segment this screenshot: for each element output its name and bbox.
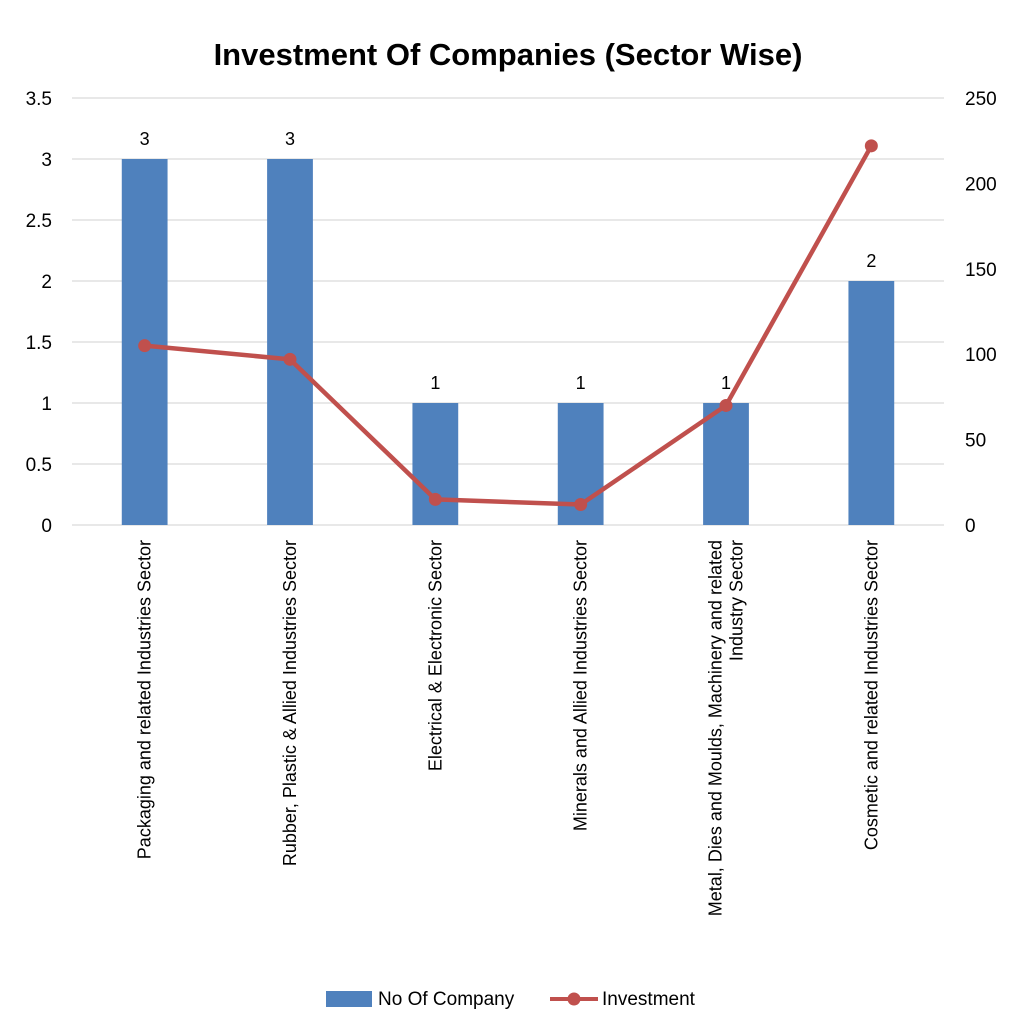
right-tick-label: 150 [965,260,997,281]
category-label-line: Metal, Dies and Moulds, Machinery and re… [706,540,726,916]
left-tick-label: 0.5 [26,455,52,476]
legend-label-investment: Investment [602,989,696,1010]
bar [412,403,459,525]
investment-point [428,492,442,506]
category-label: Rubber, Plastic & Allied Industries Sect… [280,540,300,866]
category-label: Metal, Dies and Moulds, Machinery and re… [706,540,747,916]
category-label: Cosmetic and related Industries Sector [861,540,881,850]
right-tick-label: 250 [965,89,997,110]
bar-data-label: 1 [430,373,440,393]
right-tick-label: 100 [965,345,997,366]
bar-data-label: 1 [721,373,731,393]
right-tick-label: 50 [965,431,986,452]
category-label-line: Minerals and Allied Industries Sector [571,540,591,831]
investment-point [864,139,878,153]
category-label-line: Industry Sector [727,540,747,661]
left-tick-label: 3.5 [26,89,52,110]
investment-line [144,144,874,507]
left-y-axis: 0 0.5 1 1.5 2 2.5 3 3.5 [26,89,52,537]
category-label-line: Packaging and related Industries Sector [135,540,155,859]
right-tick-label: 200 [965,174,997,195]
investment-point [283,352,297,366]
investment-point [719,398,733,412]
bar [703,403,749,525]
bar [267,159,313,525]
bar-data-label: 3 [140,129,150,149]
left-tick-label: 2.5 [26,211,52,232]
left-tick-label: 1 [41,394,52,415]
left-tick-label: 3 [41,150,52,171]
gridlines [72,97,944,526]
chart-title: Investment Of Companies (Sector Wise) [214,37,803,72]
legend-label-no-of-company: No Of Company [378,989,515,1010]
investment-point [138,339,152,353]
legend-swatch-no-of-company [326,991,372,1007]
bar-data-label: 1 [576,373,586,393]
legend-marker-investment [567,992,581,1006]
left-tick-label: 2 [41,272,52,293]
category-label: Electrical & Electronic Sector [425,540,445,771]
category-label-line: Rubber, Plastic & Allied Industries Sect… [280,540,300,866]
bar-series [121,159,895,525]
category-label-line: Electrical & Electronic Sector [425,540,445,771]
legend: No Of Company Investment [326,989,696,1010]
category-label: Minerals and Allied Industries Sector [571,540,591,831]
bar-data-label: 3 [285,129,295,149]
left-tick-label: 0 [41,516,52,537]
right-tick-label: 0 [965,516,976,537]
category-label-line: Cosmetic and related Industries Sector [861,540,881,850]
bar-data-label: 2 [866,251,876,271]
line-series [138,139,878,512]
investment-point [574,498,588,512]
category-label: Packaging and related Industries Sector [135,540,155,859]
category-axis: Packaging and related Industries Sector R… [135,540,882,916]
right-y-axis: 0 50 100 150 200 250 [965,89,997,537]
bar-data-labels: 3 3 1 1 1 2 [140,129,877,393]
bar [848,281,895,525]
left-tick-label: 1.5 [26,333,52,354]
